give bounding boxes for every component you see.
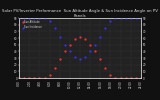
Sun Altitude	[49, 74, 51, 75]
Sun Altitude	[79, 37, 81, 38]
Sun Altitude	[104, 67, 106, 69]
Sun Incidence	[115, 17, 116, 19]
Sun Incidence	[104, 27, 106, 29]
Sun Altitude	[94, 51, 96, 52]
Sun Incidence	[69, 51, 71, 52]
Sun Incidence	[18, 17, 20, 19]
Sun Incidence	[33, 17, 35, 19]
Sun Incidence	[44, 17, 45, 19]
Sun Altitude	[84, 39, 86, 40]
Sun Altitude	[18, 77, 20, 79]
Sun Altitude	[64, 51, 66, 52]
Sun Altitude	[125, 77, 127, 79]
Sun Incidence	[28, 17, 30, 19]
Line: Sun Incidence: Sun Incidence	[18, 17, 142, 60]
Sun Altitude	[23, 77, 25, 79]
Sun Incidence	[140, 17, 142, 19]
Sun Altitude	[74, 39, 76, 40]
Sun Altitude	[33, 77, 35, 79]
Sun Altitude	[99, 59, 101, 60]
Sun Incidence	[84, 56, 86, 57]
Sun Altitude	[69, 44, 71, 45]
Sun Incidence	[64, 44, 66, 45]
Sun Incidence	[109, 21, 111, 22]
Sun Incidence	[94, 44, 96, 45]
Sun Incidence	[59, 36, 61, 37]
Sun Incidence	[89, 51, 91, 52]
Sun Incidence	[125, 17, 127, 19]
Sun Incidence	[54, 27, 56, 29]
Sun Altitude	[28, 77, 30, 79]
Sun Altitude	[115, 77, 116, 79]
Sun Incidence	[120, 17, 121, 19]
Sun Altitude	[140, 77, 142, 79]
Sun Altitude	[120, 77, 121, 79]
Sun Altitude	[59, 59, 61, 60]
Sun Altitude	[135, 77, 137, 79]
Line: Sun Altitude: Sun Altitude	[18, 36, 142, 79]
Sun Incidence	[99, 36, 101, 37]
Sun Altitude	[54, 67, 56, 69]
Sun Incidence	[135, 17, 137, 19]
Sun Incidence	[23, 17, 25, 19]
Sun Incidence	[130, 17, 132, 19]
Sun Altitude	[39, 77, 40, 79]
Sun Incidence	[49, 21, 51, 22]
Sun Incidence	[39, 17, 40, 19]
Sun Altitude	[89, 44, 91, 45]
Sun Incidence	[74, 56, 76, 57]
Sun Altitude	[130, 77, 132, 79]
Sun Incidence	[79, 58, 81, 59]
Title: Solar PV/Inverter Performance  Sun Altitude Angle & Sun Incidence Angle on PV Pa: Solar PV/Inverter Performance Sun Altitu…	[2, 9, 158, 18]
Sun Altitude	[109, 74, 111, 75]
Legend: Sun Altitude, Sun Incidence: Sun Altitude, Sun Incidence	[20, 19, 43, 30]
Sun Altitude	[44, 77, 45, 79]
